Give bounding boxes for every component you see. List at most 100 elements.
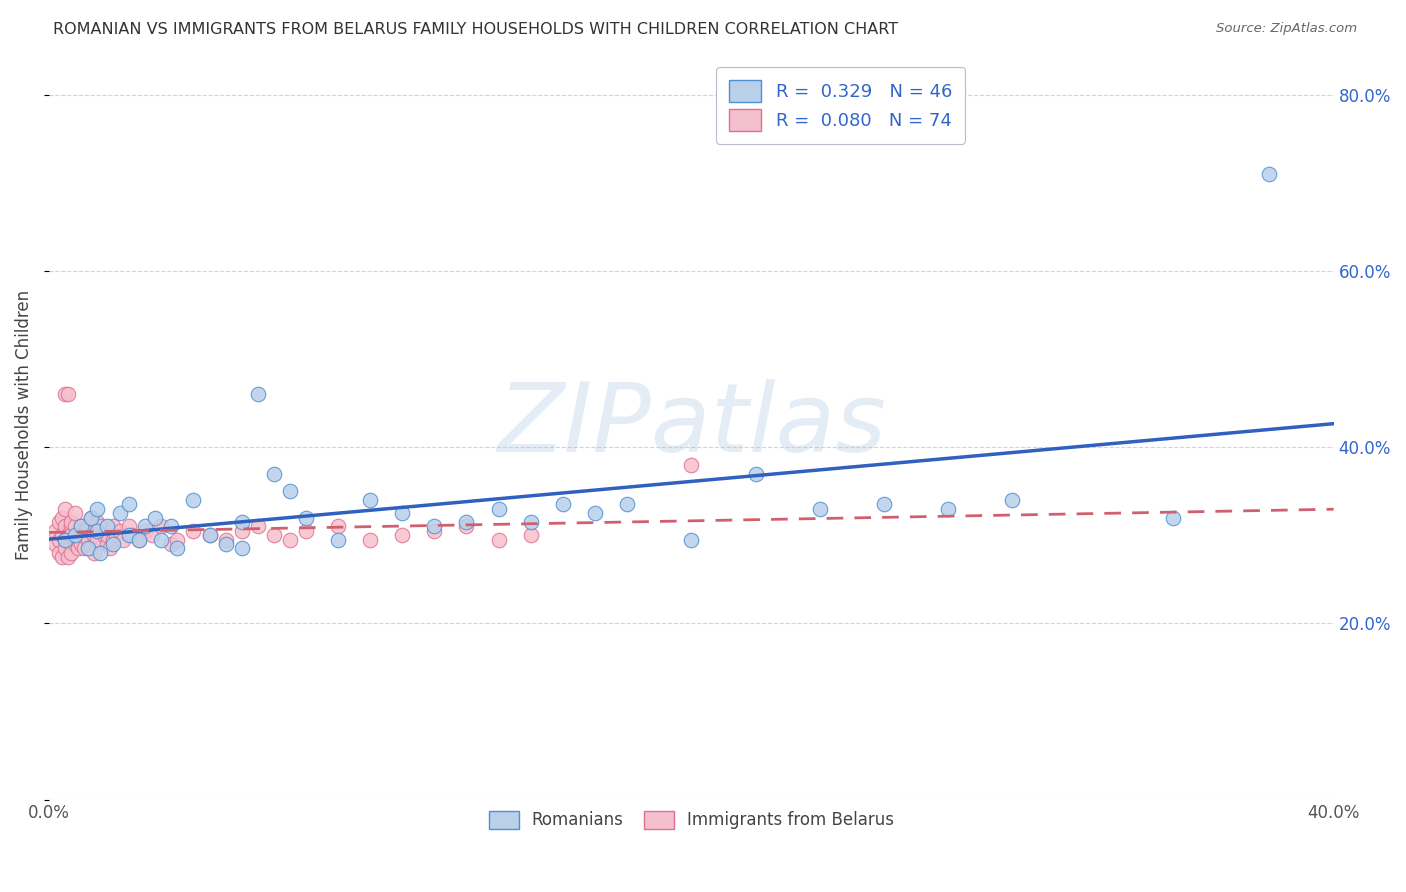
Text: Source: ZipAtlas.com: Source: ZipAtlas.com	[1216, 22, 1357, 36]
Point	[105, 528, 128, 542]
Point	[63, 519, 86, 533]
Point	[51, 528, 73, 542]
Point	[1001, 493, 1024, 508]
Point	[48, 533, 70, 547]
Point	[744, 467, 766, 481]
Point	[214, 533, 236, 547]
Point	[134, 519, 156, 533]
Point	[183, 524, 205, 538]
Point	[456, 519, 478, 533]
Point	[681, 458, 703, 472]
Point	[96, 519, 118, 533]
Point	[89, 546, 111, 560]
Point	[160, 519, 183, 533]
Point	[111, 533, 134, 547]
Point	[616, 497, 638, 511]
Point	[108, 506, 131, 520]
Point	[60, 528, 83, 542]
Point	[76, 541, 98, 556]
Point	[198, 528, 221, 542]
Point	[488, 533, 510, 547]
Point	[60, 515, 83, 529]
Point	[53, 533, 76, 547]
Point	[295, 510, 318, 524]
Point	[160, 537, 183, 551]
Point	[519, 515, 541, 529]
Point	[141, 528, 163, 542]
Point	[51, 510, 73, 524]
Point	[263, 467, 285, 481]
Point	[128, 533, 150, 547]
Point	[70, 528, 93, 542]
Point	[76, 519, 98, 533]
Point	[63, 528, 86, 542]
Point	[44, 537, 66, 551]
Point	[96, 537, 118, 551]
Point	[48, 546, 70, 560]
Point	[118, 497, 141, 511]
Point	[183, 493, 205, 508]
Point	[80, 510, 103, 524]
Point	[58, 533, 80, 547]
Point	[86, 533, 108, 547]
Legend: Romanians, Immigrants from Belarus: Romanians, Immigrants from Belarus	[482, 804, 901, 836]
Point	[58, 387, 80, 401]
Point	[488, 501, 510, 516]
Point	[121, 528, 143, 542]
Point	[166, 541, 188, 556]
Point	[53, 533, 76, 547]
Point	[108, 524, 131, 538]
Point	[60, 519, 83, 533]
Point	[48, 515, 70, 529]
Point	[66, 533, 89, 547]
Point	[70, 537, 93, 551]
Point	[150, 533, 173, 547]
Point	[73, 541, 96, 556]
Point	[1258, 167, 1281, 181]
Point	[134, 524, 156, 538]
Point	[58, 528, 80, 542]
Point	[53, 387, 76, 401]
Point	[359, 533, 381, 547]
Point	[63, 506, 86, 520]
Point	[60, 546, 83, 560]
Point	[53, 501, 76, 516]
Point	[128, 533, 150, 547]
Point	[44, 524, 66, 538]
Point	[83, 528, 105, 542]
Point	[246, 387, 269, 401]
Point	[231, 515, 253, 529]
Text: ROMANIAN VS IMMIGRANTS FROM BELARUS FAMILY HOUSEHOLDS WITH CHILDREN CORRELATION : ROMANIAN VS IMMIGRANTS FROM BELARUS FAMI…	[53, 22, 898, 37]
Point	[359, 493, 381, 508]
Point	[326, 533, 349, 547]
Point	[76, 533, 98, 547]
Point	[808, 501, 831, 516]
Point	[246, 519, 269, 533]
Point	[198, 528, 221, 542]
Point	[51, 550, 73, 565]
Point	[83, 546, 105, 560]
Point	[89, 519, 111, 533]
Point	[263, 528, 285, 542]
Point	[58, 550, 80, 565]
Point	[70, 519, 93, 533]
Point	[150, 519, 173, 533]
Point	[456, 515, 478, 529]
Point	[118, 528, 141, 542]
Point	[98, 541, 121, 556]
Point	[86, 515, 108, 529]
Point	[681, 533, 703, 547]
Point	[391, 506, 413, 520]
Point	[583, 506, 606, 520]
Point	[519, 528, 541, 542]
Point	[166, 533, 188, 547]
Point	[423, 519, 446, 533]
Point	[423, 524, 446, 538]
Point	[103, 537, 125, 551]
Point	[60, 537, 83, 551]
Point	[80, 510, 103, 524]
Point	[326, 519, 349, 533]
Point	[73, 524, 96, 538]
Point	[551, 497, 574, 511]
Point	[278, 533, 301, 547]
